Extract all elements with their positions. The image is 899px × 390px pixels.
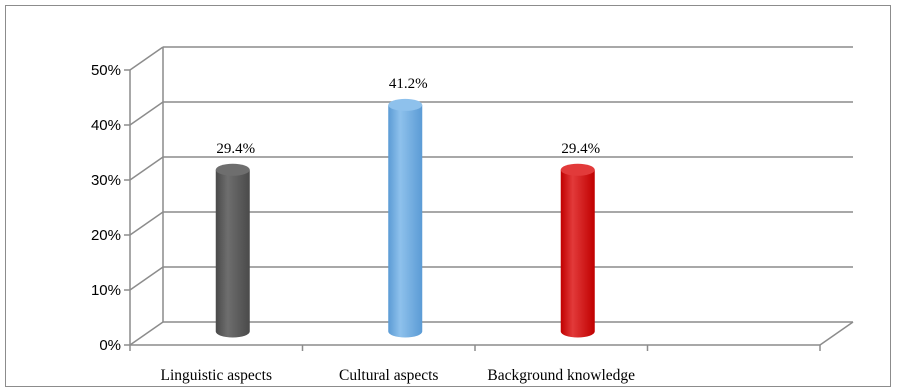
y-tick-label: 10% <box>91 282 121 299</box>
chart-axes <box>124 69 854 351</box>
category-label: Cultural aspects <box>339 367 438 384</box>
floor-right-edge <box>819 321 854 346</box>
y-axis-tick-labels: 0% 10% 20% 30% 40% 50% <box>91 62 121 354</box>
bar-top <box>560 163 595 176</box>
bars <box>215 98 595 338</box>
data-label: 41.2% <box>389 76 428 92</box>
y-tick-label: 0% <box>99 337 121 354</box>
gridline-side <box>129 266 164 291</box>
bar-1 <box>215 163 250 338</box>
bar-3 <box>560 163 595 338</box>
gridline-side <box>129 101 164 126</box>
gridlines <box>129 46 853 346</box>
bar-top <box>215 163 250 176</box>
y-tick-label: 50% <box>91 62 121 79</box>
y-tick-label: 20% <box>91 227 121 244</box>
bar-body <box>215 169 250 338</box>
gridline-side <box>129 321 164 346</box>
y-tick-label: 30% <box>91 172 121 189</box>
bar-body <box>388 104 423 338</box>
chart-frame <box>5 5 891 387</box>
bar-top <box>388 98 423 111</box>
data-label: 29.4% <box>561 141 600 157</box>
x-axis-category-labels: Linguistic aspects Cultural aspects Backgr… <box>161 367 636 384</box>
data-label: 29.4% <box>216 141 255 157</box>
category-label: Background knowledge <box>487 367 635 384</box>
gridline-side <box>129 211 164 236</box>
bar-2 <box>388 98 423 338</box>
category-label: Linguistic aspects <box>161 367 273 384</box>
gridline-side <box>129 46 164 71</box>
gridline-side <box>129 156 164 181</box>
bar-body <box>560 169 595 338</box>
data-labels: 29.4% 41.2% 29.4% <box>216 76 600 157</box>
y-tick-label: 40% <box>91 117 121 134</box>
